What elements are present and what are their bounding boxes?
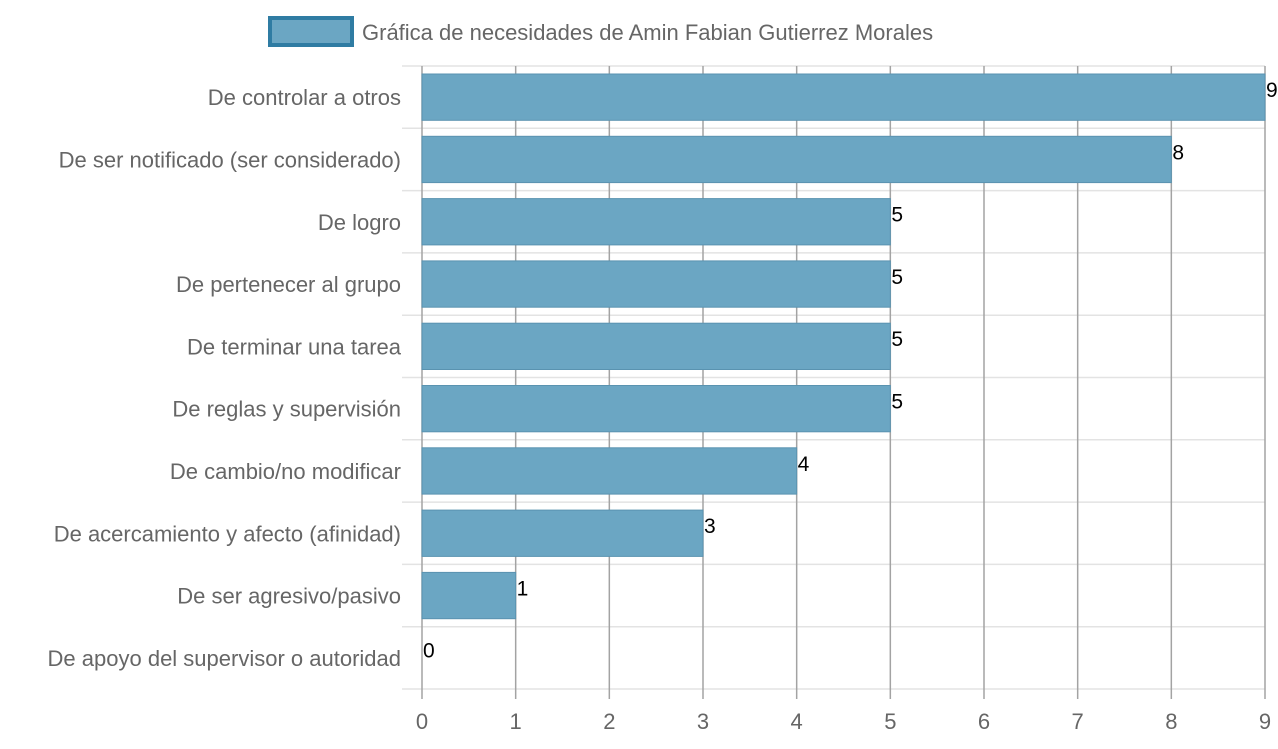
bar[interactable] (421, 571, 517, 620)
legend[interactable]: Gráfica de necesidades de Amin Fabian Gu… (268, 16, 933, 47)
bar[interactable] (421, 385, 891, 433)
x-tick-label: 6 (978, 709, 990, 734)
y-tick-label: De pertenecer al grupo (176, 272, 401, 297)
x-tick-label: 0 (416, 709, 428, 734)
x-tick-label: 5 (884, 709, 896, 734)
data-labels: 9 8 5 5 5 5 4 3 1 0 (423, 79, 1278, 663)
x-tick-label: 3 (697, 709, 709, 734)
data-label: 5 (891, 328, 903, 351)
data-label: 5 (891, 391, 903, 414)
y-tick-label: De ser notificado (ser considerado) (59, 147, 401, 172)
y-tick-label: De logro (318, 210, 401, 235)
data-label: 1 (517, 577, 529, 600)
data-label: 5 (891, 266, 903, 289)
bar[interactable] (421, 322, 891, 371)
legend-label: Gráfica de necesidades de Amin Fabian Gu… (362, 20, 933, 45)
x-tick-label: 2 (603, 709, 615, 734)
x-axis-tick-labels: 0 1 2 3 4 5 6 7 8 9 (416, 709, 1271, 734)
y-tick-label: De ser agresivo/pasivo (177, 584, 401, 609)
x-tick-label: 4 (791, 709, 803, 734)
y-tick-label: De apoyo del supervisor o autoridad (48, 646, 401, 671)
data-label: 8 (1172, 141, 1184, 164)
data-label: 9 (1266, 79, 1278, 102)
legend-swatch (268, 16, 354, 47)
bar[interactable] (421, 135, 1172, 184)
data-label: 3 (704, 515, 716, 538)
bar[interactable] (421, 73, 1266, 121)
bar[interactable] (421, 509, 704, 557)
bar[interactable] (421, 260, 891, 308)
y-tick-label: De cambio/no modificar (170, 459, 401, 484)
data-label: 0 (423, 640, 435, 663)
bar[interactable] (421, 198, 891, 246)
x-tick-label: 1 (510, 709, 522, 734)
y-axis-labels: De controlar a otros De ser notificado (s… (48, 85, 402, 671)
data-label: 4 (798, 453, 810, 476)
y-tick-label: De controlar a otros (208, 85, 401, 110)
bar[interactable] (421, 447, 798, 495)
x-tick-label: 8 (1165, 709, 1177, 734)
data-label: 5 (891, 204, 903, 227)
y-tick-label: De reglas y supervisión (172, 397, 401, 422)
bars (421, 73, 1266, 620)
y-tick-label: De acercamiento y afecto (afinidad) (54, 521, 401, 546)
x-tick-label: 9 (1259, 709, 1271, 734)
x-tick-label: 7 (1072, 709, 1084, 734)
y-tick-label: De terminar una tarea (187, 334, 402, 359)
